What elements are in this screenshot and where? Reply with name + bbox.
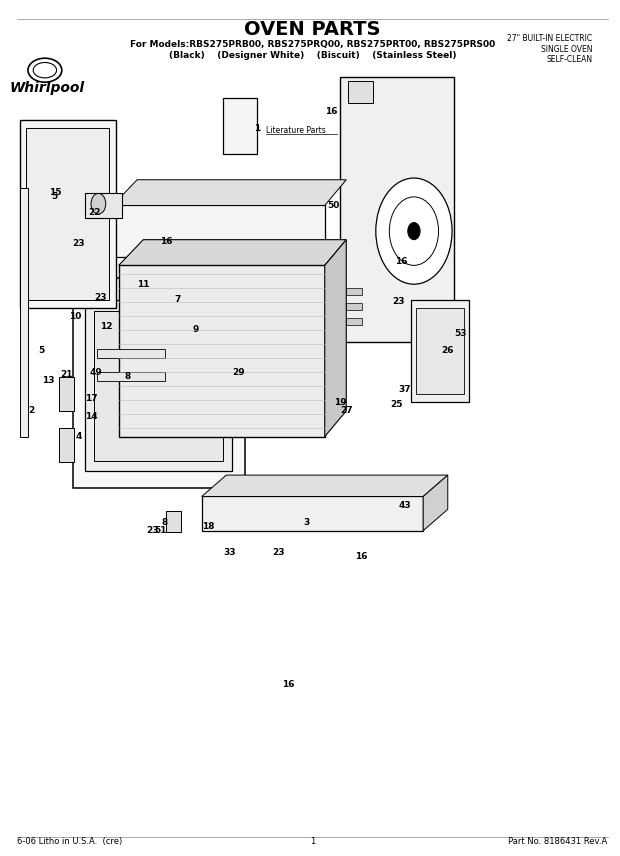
Bar [347,318,361,325]
Text: 5: 5 [51,193,57,201]
Text: 43: 43 [399,501,411,509]
Bar [348,81,373,103]
Text: 5: 5 [38,347,45,355]
Text: 14: 14 [85,413,97,421]
Text: 8: 8 [162,518,168,526]
Text: 53: 53 [454,330,466,338]
Bar [20,120,115,308]
Text: 13: 13 [42,377,54,385]
Bar [223,98,257,154]
Text: 18: 18 [202,522,214,531]
Polygon shape [113,180,347,205]
Circle shape [408,223,420,240]
Polygon shape [202,496,423,531]
Bar [347,304,361,311]
Text: 16: 16 [281,681,294,689]
Bar [73,278,245,488]
Text: 49: 49 [89,368,102,377]
Bar [59,428,74,462]
Text: 17: 17 [85,394,97,402]
Text: 2: 2 [29,407,35,415]
Circle shape [91,193,106,214]
Text: 7: 7 [174,295,180,304]
Text: 4: 4 [76,432,82,441]
Text: 23: 23 [272,548,285,556]
Text: 51: 51 [154,526,167,535]
Text: 16: 16 [355,552,368,561]
Text: 22: 22 [88,208,100,217]
Text: 15: 15 [49,188,61,197]
Text: 23: 23 [94,293,107,301]
Bar [85,300,232,471]
Bar [118,265,325,437]
Text: OVEN PARTS: OVEN PARTS [244,21,381,39]
Bar [340,77,454,342]
Text: 27" BUILT-IN ELECTRIC
SINGLE OVEN
SELF-CLEAN: 27" BUILT-IN ELECTRIC SINGLE OVEN SELF-C… [507,34,592,64]
Text: 33: 33 [223,548,236,556]
Bar [97,349,165,358]
Bar [85,193,122,218]
Bar [411,300,469,402]
Text: 10: 10 [69,312,82,321]
Polygon shape [113,205,325,257]
Text: 23: 23 [392,297,405,306]
Text: Part No. 8186431 Rev.A: Part No. 8186431 Rev.A [508,836,608,846]
Bar [166,511,182,532]
Text: 9: 9 [192,325,199,334]
Text: 23: 23 [73,240,85,248]
Text: 11: 11 [137,280,149,288]
Text: 21: 21 [60,371,73,379]
Bar [59,377,74,411]
Polygon shape [325,240,347,437]
Bar [416,308,464,394]
Text: 37: 37 [399,385,411,394]
Text: eReplacementParts.com: eReplacementParts.com [204,401,322,412]
Text: 1: 1 [254,124,260,133]
Text: 29: 29 [232,368,245,377]
Text: 16: 16 [160,237,172,246]
Bar [94,311,223,461]
Text: 19: 19 [334,398,347,407]
Text: Literature Parts: Literature Parts [267,127,326,135]
Polygon shape [202,475,448,496]
Text: 26: 26 [441,347,454,355]
Polygon shape [118,240,347,265]
Text: (Black)    (Designer White)    (Biscuit)    (Stainless Steel): (Black) (Designer White) (Biscuit) (Stai… [169,51,456,60]
Text: 6-06 Litho in U.S.A.  (cre): 6-06 Litho in U.S.A. (cre) [17,836,122,846]
Text: 25: 25 [390,401,402,409]
Text: For Models:RBS275PRB00, RBS275PRQ00, RBS275PRT00, RBS275PRS00: For Models:RBS275PRB00, RBS275PRQ00, RBS… [130,40,495,49]
Text: 50: 50 [327,201,340,210]
Text: 16: 16 [325,107,337,116]
Text: 8: 8 [125,372,131,381]
Text: 12: 12 [100,323,113,331]
Circle shape [376,178,452,284]
Text: 23: 23 [146,526,159,535]
Bar [27,128,110,300]
Polygon shape [423,475,448,531]
Text: 27: 27 [340,407,353,415]
Text: 3: 3 [303,518,309,526]
Text: 1: 1 [310,836,315,846]
Text: Whirlpool: Whirlpool [9,81,84,95]
Bar [97,372,165,381]
Bar [20,188,28,437]
Text: 16: 16 [396,257,408,265]
Bar [347,288,361,295]
